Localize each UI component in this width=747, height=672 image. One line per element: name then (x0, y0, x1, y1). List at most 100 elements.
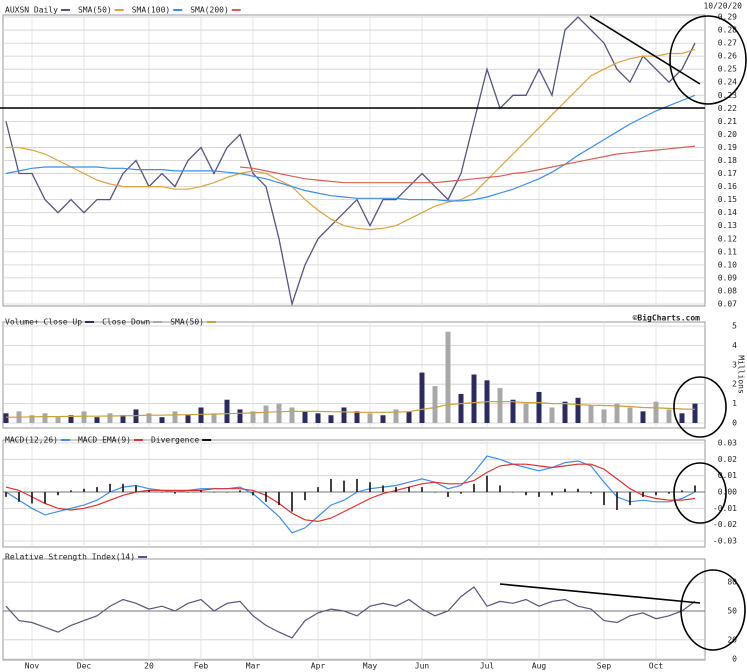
bar (239, 490, 241, 492)
y-tick-label: 0.15 (718, 195, 737, 204)
bar (393, 409, 399, 423)
credit-label: ©BigCharts.com (633, 313, 701, 323)
bar (211, 413, 217, 423)
bar (616, 492, 618, 510)
bar (367, 413, 373, 423)
y-tick-label: 0.24 (718, 78, 737, 87)
bar (226, 492, 228, 493)
bar (432, 386, 438, 423)
y-tick-label: 0.14 (718, 208, 737, 217)
y-tick-label: -0.02 (713, 520, 737, 529)
y-tick-label: 0.20 (718, 130, 737, 139)
y-tick-label: 0.27 (718, 39, 737, 48)
highlight-circle (680, 569, 746, 651)
bar (237, 409, 243, 423)
y-tick-label: 0.29 (718, 13, 737, 22)
y-tick-label: 0.03 (718, 439, 737, 448)
bar (44, 492, 46, 504)
bar (406, 411, 412, 423)
bar (133, 409, 139, 423)
bar (577, 488, 579, 492)
bar (42, 413, 48, 423)
bar (5, 492, 7, 497)
bar (198, 407, 204, 423)
bar (421, 487, 423, 492)
bar (187, 492, 189, 493)
bar (694, 485, 696, 492)
line (5, 455, 696, 534)
bar (289, 407, 295, 423)
legend-label: Volume+ Close Up (5, 318, 82, 327)
bar (122, 483, 124, 492)
bar (57, 492, 59, 496)
bar (434, 492, 436, 493)
bar (302, 411, 308, 423)
bar (96, 487, 98, 492)
bar (603, 492, 605, 506)
bar (252, 492, 254, 496)
bar (213, 492, 215, 493)
date-label: 10/20/20 (703, 2, 742, 11)
bar (692, 403, 698, 423)
x-tick-label: Feb (194, 662, 209, 671)
bar (601, 409, 607, 423)
legend-label: SMA(200) (190, 6, 229, 15)
bar (356, 478, 358, 492)
bar (29, 415, 35, 423)
y-tick-label: 0.17 (718, 169, 737, 178)
y-tick-label: 0.10 (718, 260, 737, 269)
highlight-circle (673, 462, 727, 524)
y-tick-label: 0.28 (718, 26, 737, 35)
bar (317, 487, 319, 492)
bar (315, 413, 321, 423)
bar (70, 490, 72, 492)
x-tick-label: Sep (597, 662, 612, 671)
y-tick-label: -0.01 (713, 504, 737, 513)
bar (109, 483, 111, 492)
bar (525, 492, 527, 496)
legend-label: SMA(50) (170, 318, 204, 327)
y-tick-label: 0.18 (718, 156, 737, 165)
y-tick-label: 0 (732, 419, 737, 428)
y-tick-label: 0.23 (718, 91, 737, 100)
x-tick-label: Dec (77, 662, 92, 671)
bar (120, 415, 126, 423)
bar (679, 413, 685, 423)
bar (291, 492, 293, 512)
x-tick-label: Jul (480, 662, 495, 671)
bar (380, 415, 386, 423)
y-tick-label: 0.07 (718, 300, 737, 309)
annotations (0, 15, 747, 651)
x-tick-label: Nov (25, 662, 40, 671)
bar (395, 487, 397, 492)
panel-frame (2, 558, 706, 661)
bar (536, 391, 542, 423)
y-tick-label: 1 (732, 399, 737, 408)
bar (499, 485, 501, 492)
y-tick-label: 20 (727, 635, 737, 644)
bar (653, 401, 659, 423)
y-tick-label: 0.19 (718, 143, 737, 152)
bar (68, 415, 74, 423)
legend-label: SMA(50) (78, 6, 112, 15)
bar (265, 492, 267, 502)
bar (538, 492, 540, 497)
y-tick-label: 0.11 (718, 247, 737, 256)
bar (473, 483, 475, 492)
bar (419, 372, 425, 423)
bar (159, 417, 165, 423)
x-tick-label: Aug (532, 662, 547, 671)
bar (629, 492, 631, 506)
bar (83, 488, 85, 492)
line (5, 16, 696, 307)
y-tick-label: 0 (732, 655, 737, 664)
bar (460, 492, 462, 494)
bar (135, 485, 137, 492)
x-tick-label: 20 (144, 662, 154, 671)
bar (655, 492, 657, 496)
bar (343, 480, 345, 492)
y-tick-label: 80 (727, 578, 737, 587)
y-tick-label: 0.12 (718, 234, 737, 243)
bar (107, 413, 113, 423)
